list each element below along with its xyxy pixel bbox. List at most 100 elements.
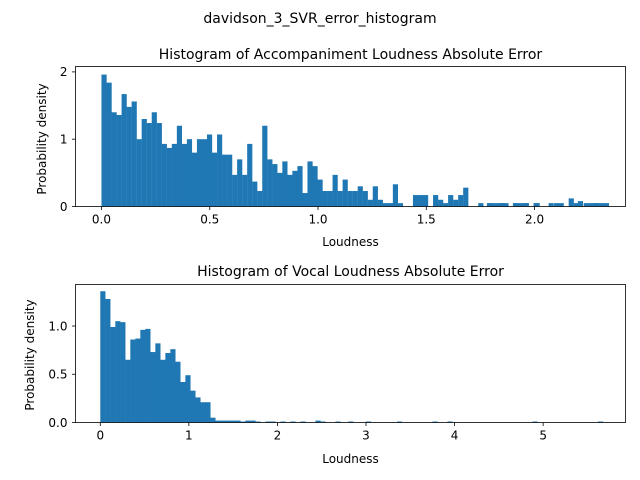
accompaniment-bar-47 xyxy=(337,191,343,207)
accompaniment-bar-s8 xyxy=(603,203,610,207)
vocal-bar-s6 xyxy=(598,421,604,423)
accompaniment-bar-s2 xyxy=(512,203,519,207)
accompaniment-bar-59 xyxy=(397,203,404,207)
vocal-bar-31 xyxy=(255,421,261,423)
accompaniment-bar-9 xyxy=(146,123,152,207)
accompaniment-bar-7 xyxy=(136,139,142,207)
accompaniment-bar-62 xyxy=(412,195,419,207)
accompaniment-x-axis-label: Loudness xyxy=(322,235,379,249)
accompaniment-bar-56 xyxy=(382,203,388,207)
vocal-bar-4 xyxy=(120,322,126,423)
accompaniment-bar-41 xyxy=(307,161,313,207)
vocal-bar-7 xyxy=(135,338,141,423)
accompaniment-bar-15 xyxy=(176,125,183,207)
accompaniment-bar-80 xyxy=(503,203,509,207)
accompaniment-bar-20 xyxy=(201,139,208,207)
vocal-bar-25 xyxy=(225,420,231,423)
vocal-y-tick-label: 0.5 xyxy=(48,368,67,382)
accompaniment-x-tick-label: 1.5 xyxy=(417,213,436,227)
accompaniment-bar-29 xyxy=(247,143,253,207)
accompaniment-x-tick-label: 0.5 xyxy=(200,213,219,227)
vocal-bar-9 xyxy=(145,328,151,423)
vocal-bar-36 xyxy=(280,421,286,423)
accompaniment-x-tick-label: 2.0 xyxy=(525,213,544,227)
accompaniment-y-tick-label: 1 xyxy=(60,132,68,146)
accompaniment-bar-28 xyxy=(242,174,248,207)
accompaniment-y-tick-label: 2 xyxy=(60,65,68,79)
accompaniment-bar-72 xyxy=(463,187,469,207)
accompaniment-bar-33 xyxy=(267,159,273,207)
accompaniment-bar-26 xyxy=(232,174,238,207)
accompaniment-bar-38 xyxy=(292,170,298,207)
accompaniment-bar-4 xyxy=(121,94,127,207)
vocal-bar-s2 xyxy=(397,421,403,423)
accompaniment-bar-55 xyxy=(377,199,383,207)
accompaniment-bar-43 xyxy=(317,179,323,207)
vocal-bar-s1 xyxy=(366,421,372,423)
accompaniment-bar-17 xyxy=(186,139,193,207)
accompaniment-bar-0 xyxy=(101,74,107,207)
accompaniment-bar-6 xyxy=(131,101,137,207)
accompaniment-bar-24 xyxy=(222,154,228,207)
vocal-bars xyxy=(100,291,604,423)
accompaniment-bar-40 xyxy=(302,193,308,207)
figure-suptitle: davidson_3_SVR_error_histogram xyxy=(203,11,436,27)
vocal-bar-12 xyxy=(160,359,166,423)
accompaniment-bar-12 xyxy=(161,143,167,207)
vocal-bar-47 xyxy=(335,421,341,423)
vocal-x-tick-label: 1 xyxy=(185,429,193,443)
accompaniment-bar-34 xyxy=(272,164,278,207)
accompaniment-bar-s6 xyxy=(577,201,584,207)
vocal-bar-5 xyxy=(125,359,131,423)
accompaniment-bar-13 xyxy=(166,147,172,207)
vocal-bar-16 xyxy=(180,381,186,423)
vocal-bar-8 xyxy=(140,329,146,423)
accompaniment-bar-54 xyxy=(372,186,378,207)
accompaniment-bar-66 xyxy=(433,195,439,207)
vocal-bar-29 xyxy=(245,420,251,423)
accompaniment-bar-11 xyxy=(156,123,162,207)
accompaniment-bar-83 xyxy=(518,203,524,207)
accompaniment-bar-50 xyxy=(352,191,358,207)
vocal-bar-3 xyxy=(115,321,121,423)
accompaniment-bar-s4 xyxy=(534,203,540,207)
vocal-bar-6 xyxy=(130,339,136,423)
vocal-bar-23 xyxy=(215,420,221,423)
accompaniment-bar-57 xyxy=(387,203,393,207)
accompaniment-y-axis-label: Probability density xyxy=(35,83,49,194)
vocal-x-tick-label: 0 xyxy=(96,429,104,443)
accompaniment-bar-s0 xyxy=(486,203,493,207)
accompaniment-bar-25 xyxy=(227,154,233,207)
accompaniment-bar-63 xyxy=(417,195,424,207)
vocal-bar-15 xyxy=(175,361,181,423)
vocal-bar-10 xyxy=(150,352,156,423)
vocal-y-tick-label: 1.0 xyxy=(48,319,67,333)
accompaniment-bar-18 xyxy=(191,152,198,207)
accompaniment-bar-48 xyxy=(342,179,348,207)
accompaniment-bar-32 xyxy=(262,125,268,207)
vocal-bar-40 xyxy=(300,421,306,423)
accompaniment-bar-49 xyxy=(347,191,353,207)
accompaniment-bar-35 xyxy=(277,172,283,207)
accompaniment-bar-71 xyxy=(458,195,464,207)
vocal-y-tick-label: 0.0 xyxy=(48,416,67,430)
accompaniment-bars xyxy=(101,74,610,207)
vocal-bar-43 xyxy=(315,420,321,423)
accompaniment-bar-91 xyxy=(558,203,564,207)
vocal-ticks: 0 1 2 3 4 5 0.0 0.5 1.0 xyxy=(48,319,547,442)
vocal-x-tick-label: 5 xyxy=(539,429,547,443)
accompaniment-bar-46 xyxy=(332,174,338,207)
vocal-bar-20 xyxy=(200,402,206,423)
accompaniment-bar-3 xyxy=(116,114,122,207)
vocal-bar-s5 xyxy=(532,421,538,423)
vocal-bar-s0 xyxy=(348,421,354,423)
vocal-bar-s3 xyxy=(432,421,438,423)
accompaniment-bar-1 xyxy=(106,82,112,207)
vocal-bar-19 xyxy=(195,397,201,423)
accompaniment-chart-title: Histogram of Accompaniment Loudness Abso… xyxy=(159,47,543,63)
accompaniment-x-tick-label: 1.0 xyxy=(308,213,327,227)
vocal-bar-38 xyxy=(290,421,296,423)
accompaniment-bar-97 xyxy=(588,203,594,207)
vocal-bar-21 xyxy=(205,402,211,423)
